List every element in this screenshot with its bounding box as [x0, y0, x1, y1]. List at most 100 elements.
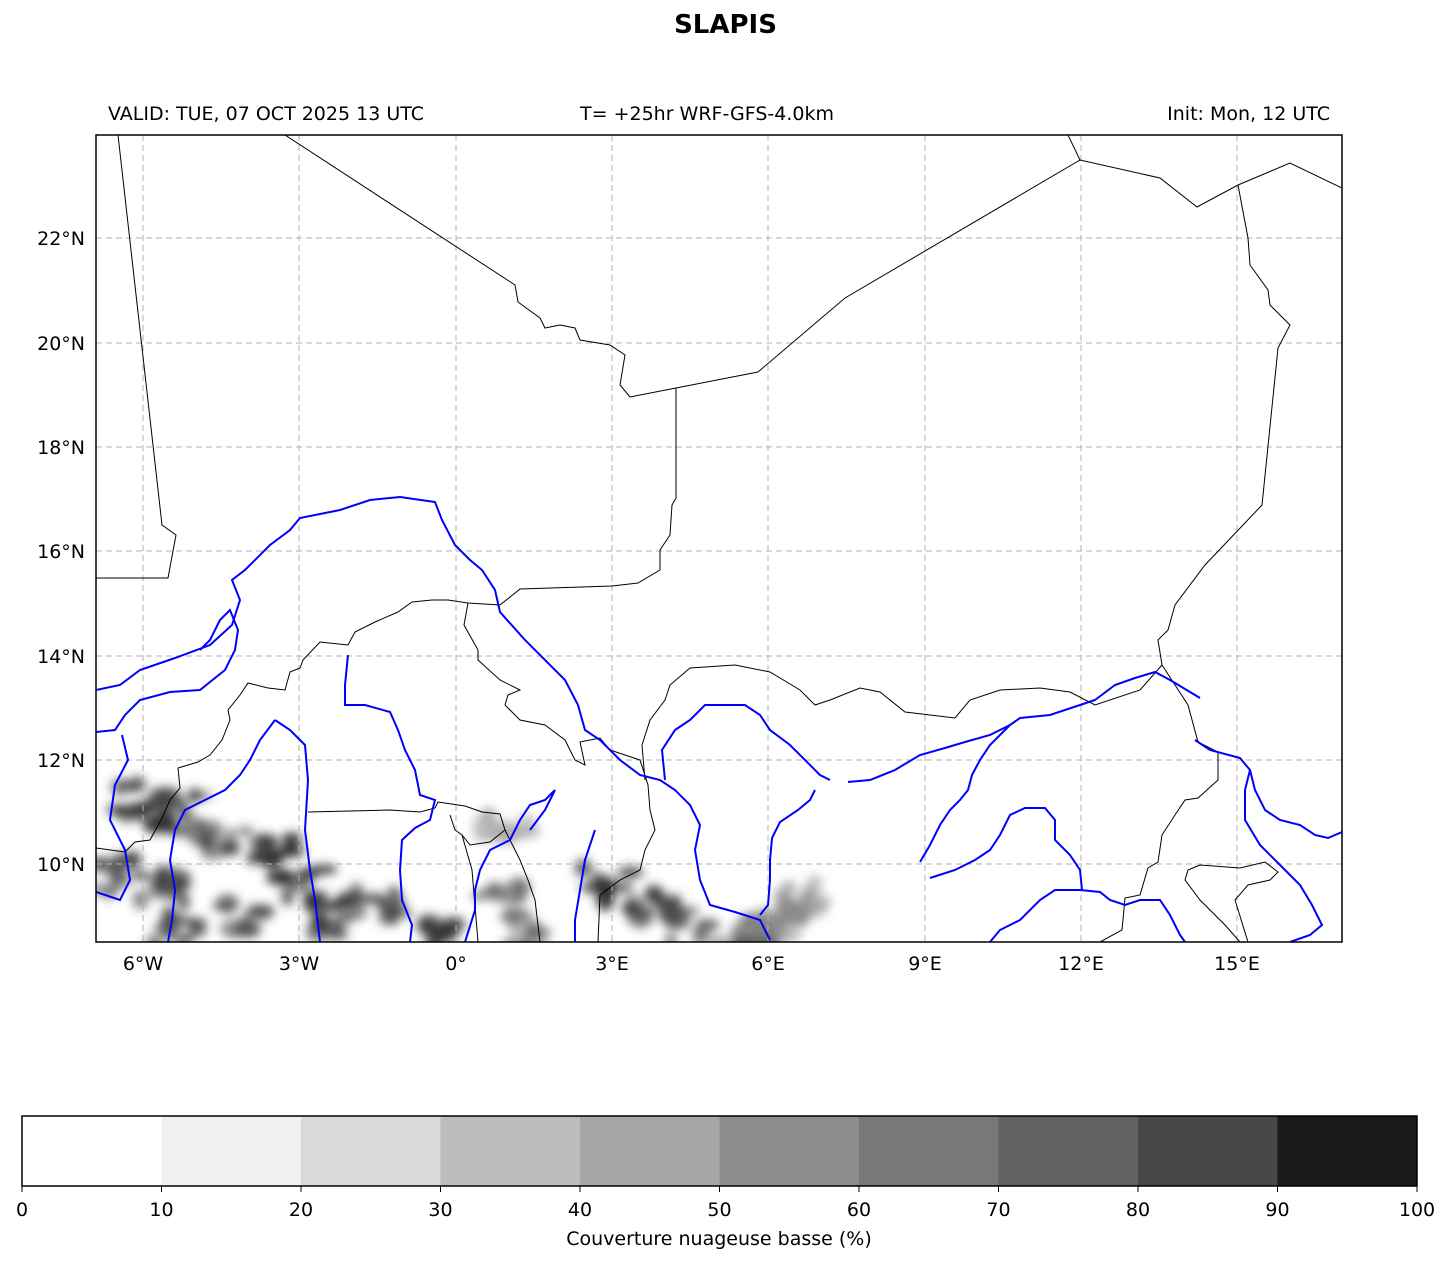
colorbar-tick-label: 10 — [149, 1199, 173, 1221]
lon-tick-label: 9°E — [908, 953, 942, 975]
cloud-blob — [145, 935, 163, 942]
cloud-blob — [509, 947, 533, 958]
cloud-blob — [248, 833, 277, 854]
colorbar-tick-label: 80 — [1126, 1199, 1150, 1221]
colorbar-tick-label: 70 — [986, 1199, 1010, 1221]
gridlines — [96, 135, 1342, 942]
rivers — [96, 495, 1342, 942]
cloud-blob — [691, 928, 709, 942]
cloud-blob — [729, 935, 754, 942]
cloud-blob — [248, 907, 275, 919]
colorbar-segment — [1138, 1116, 1278, 1186]
cloud-blob — [156, 793, 186, 809]
colorbar-tick-label: 60 — [847, 1199, 871, 1221]
cloud-blob — [224, 828, 238, 838]
colorbar-tick-label: 40 — [568, 1199, 592, 1221]
cloud-blob — [419, 914, 441, 925]
cloud-blob — [508, 915, 522, 936]
colorbar-segment — [161, 1116, 302, 1186]
colorbar-segment — [998, 1116, 1139, 1186]
lon-tick-label: 12°E — [1058, 953, 1104, 975]
cloud-blob — [805, 874, 823, 896]
forecast-step-label: T= +25hr WRF-GFS-4.0km — [580, 103, 834, 125]
cloud-blob — [288, 878, 313, 892]
cloud-blob — [483, 882, 507, 901]
lat-tick-label: 18°N — [37, 437, 85, 459]
cloud-blob — [360, 893, 386, 905]
cloud-blob — [125, 802, 145, 816]
colorbar-segment — [22, 1116, 162, 1186]
lon-tick-label: 0° — [445, 953, 467, 975]
cloud-blob — [750, 939, 769, 942]
colorbar-segment — [440, 1116, 581, 1186]
cloud-blob — [305, 892, 329, 914]
cloud-blob — [345, 903, 368, 921]
cloud-blob — [177, 891, 191, 912]
cloud-blob — [173, 935, 193, 942]
colorbar-tick-label: 20 — [289, 1199, 313, 1221]
cloud-blob — [617, 866, 644, 879]
cloud-field — [96, 775, 832, 960]
cloud-blob — [597, 876, 619, 894]
cloud-blob — [507, 877, 531, 897]
colorbar-tick-label: 100 — [1399, 1199, 1435, 1221]
colorbar-label: Couverture nuageuse basse (%) — [566, 1228, 872, 1250]
lon-tick-label: 3°W — [279, 953, 320, 975]
colorbar-segment — [580, 1116, 720, 1186]
cloud-blob — [160, 818, 178, 831]
colorbar-tick-label: 50 — [707, 1199, 731, 1221]
cloud-blob — [154, 921, 182, 934]
lat-tick-label: 22°N — [37, 228, 85, 250]
cloud-blob — [280, 887, 295, 906]
cloud-blob — [154, 866, 168, 889]
colorbar-tick-label: 30 — [428, 1199, 452, 1221]
colorbar-segment — [719, 1116, 860, 1186]
cloud-blob — [111, 852, 135, 870]
cloud-blob — [349, 882, 364, 901]
cloud-blob — [664, 933, 678, 942]
lat-tick-label: 20°N — [37, 333, 85, 355]
cloud-blob — [274, 847, 297, 858]
colorbar-segment — [1277, 1116, 1418, 1186]
cloud-blob — [472, 821, 501, 843]
cloud-blob — [781, 881, 797, 895]
cloud-blob — [200, 849, 226, 860]
cloud-blob — [132, 889, 150, 910]
lon-tick-label: 6°W — [123, 953, 164, 975]
cloud-blob — [428, 927, 458, 942]
lat-tick-labels: 22°N 20°N 18°N 16°N 14°N 12°N 10°N — [37, 228, 85, 876]
cloud-blob — [708, 935, 730, 942]
colorbar-tick-label: 0 — [16, 1199, 28, 1221]
cloud-blob — [305, 922, 327, 942]
cloud-blob — [664, 909, 682, 930]
cloud-blob — [194, 820, 223, 830]
cloud-blob — [279, 869, 296, 883]
cloud-blob — [237, 826, 254, 836]
lat-tick-label: 10°N — [37, 854, 85, 876]
cloud-blob — [211, 901, 236, 911]
cloud-blob — [775, 898, 803, 914]
lat-tick-label: 14°N — [37, 646, 85, 668]
cloud-blob — [538, 944, 551, 960]
cloud-blob — [204, 840, 233, 849]
lat-tick-label: 16°N — [37, 541, 85, 563]
cloud-blob — [280, 832, 304, 847]
cloud-blob — [522, 941, 530, 942]
colorbar: 0 10 20 30 40 50 60 70 80 90 100 Couverture nuageu… — [16, 1115, 1435, 1250]
colorbar-tick-label: 90 — [1265, 1199, 1289, 1221]
cloud-blob — [180, 918, 208, 927]
cloud-blob — [628, 906, 657, 916]
cloud-blob — [191, 791, 213, 800]
lon-tick-label: 3°E — [595, 953, 629, 975]
cloud-blob — [616, 881, 634, 894]
colorbar-segment — [301, 1116, 441, 1186]
cloud-blob — [441, 917, 466, 931]
cloud-blob — [386, 907, 400, 926]
cloud-blob — [238, 914, 255, 935]
lat-tick-label: 12°N — [37, 750, 85, 772]
init-time-label: Init: Mon, 12 UTC — [1167, 103, 1330, 125]
cloud-blob — [769, 910, 795, 926]
cloud-blob — [109, 870, 130, 890]
cloud-blob — [96, 858, 110, 868]
map-title: SLAPIS — [674, 10, 777, 40]
